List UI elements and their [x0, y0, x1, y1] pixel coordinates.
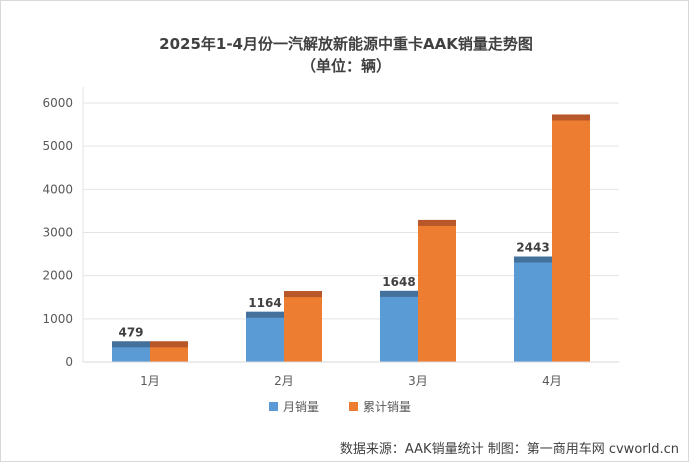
bar-cap: [150, 341, 188, 348]
data-label: 2443: [516, 241, 549, 255]
y-tick-label: 0: [65, 355, 73, 369]
x-tick-label: 2月: [274, 374, 294, 388]
y-tick-label: 4000: [42, 182, 73, 196]
bar-cap: [552, 114, 590, 121]
bar-cumulative: [418, 219, 456, 362]
y-tick-label: 6000: [42, 96, 73, 110]
bar-monthly: [380, 290, 418, 362]
bar-cap: [380, 290, 418, 297]
y-axis: 0 1000 2000 3000 4000 5000 6000: [42, 96, 73, 369]
bar-cap: [418, 219, 456, 226]
chart-subtitle: （单位：辆）: [301, 57, 391, 75]
bar-monthly: [246, 311, 284, 362]
x-axis: 1月 2月 3月 4月: [83, 361, 619, 388]
bar-cap: [112, 341, 150, 348]
bar-cap: [246, 311, 284, 318]
data-label: 1164: [248, 296, 281, 310]
bar-cumulative: [552, 114, 590, 362]
legend: 月销量 累计销量: [269, 400, 411, 414]
bar-monthly: [514, 256, 552, 362]
data-label: 1648: [382, 275, 415, 289]
y-tick-label: 5000: [42, 139, 73, 153]
legend-label: 月销量: [283, 400, 319, 414]
x-tick-label: 1月: [140, 374, 160, 388]
bar-cumulative: [284, 291, 322, 362]
x-tick-label: 4月: [542, 374, 562, 388]
y-tick-label: 3000: [42, 226, 73, 240]
legend-swatch: [269, 402, 278, 411]
data-label: 479: [118, 325, 143, 339]
bar-cap: [284, 291, 322, 298]
y-tick-label: 1000: [42, 312, 73, 326]
footer-source: 数据来源：AAK销量统计 制图：第一商用车网 cvworld.cn: [340, 441, 679, 457]
legend-label: 累计销量: [363, 400, 411, 414]
chart-title: 2025年1-4月份一汽解放新能源中重卡AAK销量走势图: [159, 35, 533, 53]
x-tick-label: 3月: [408, 374, 428, 388]
legend-swatch: [349, 402, 358, 411]
y-tick-label: 2000: [42, 269, 73, 283]
bar-cap: [514, 256, 552, 263]
bars: 479 1164 1648 2443: [112, 114, 590, 362]
